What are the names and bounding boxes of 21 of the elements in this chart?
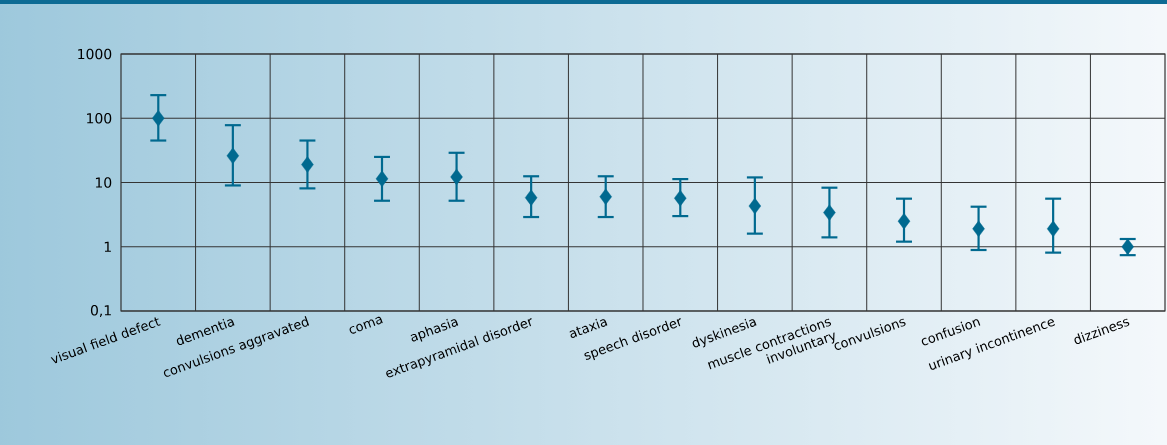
point [972, 220, 985, 238]
y-tick-label: 1 [104, 241, 111, 252]
point [524, 189, 538, 206]
x-tick-label: coma [349, 316, 383, 334]
x-tick-label: ataxia [569, 318, 608, 338]
point [1046, 220, 1060, 238]
point [301, 156, 314, 173]
point [748, 197, 762, 215]
y-tick-label: 1000 [78, 48, 112, 60]
point [226, 147, 240, 164]
point [375, 170, 389, 188]
y-tick-label: 100 [87, 112, 112, 124]
point [450, 168, 463, 186]
y-tick-label: 10 [95, 177, 112, 188]
point [897, 213, 911, 230]
point [599, 188, 612, 205]
y-tick-label: 0,1 [90, 305, 111, 317]
x-tick-label: visual field defect [50, 317, 161, 364]
point [823, 204, 836, 221]
point [152, 110, 165, 127]
point [674, 190, 687, 207]
